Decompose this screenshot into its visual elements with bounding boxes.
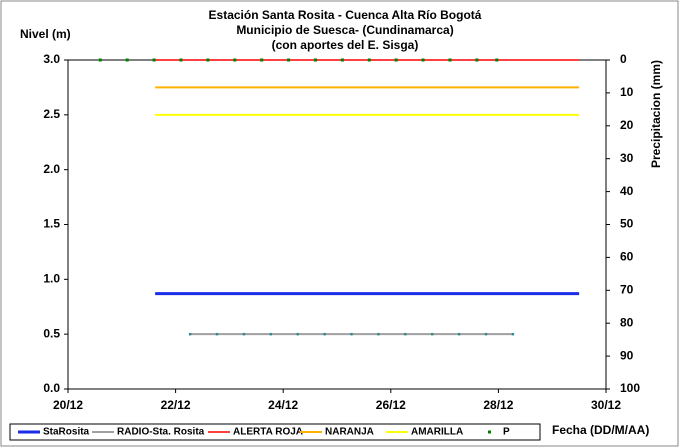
legend-label: P bbox=[503, 427, 510, 438]
data-point bbox=[340, 58, 344, 62]
x-tick-label: 20/12 bbox=[53, 398, 83, 412]
y2-axis-label: Precipitacion (mm) bbox=[649, 60, 663, 168]
legend-swatch bbox=[488, 430, 491, 434]
x-tick-label: 28/12 bbox=[483, 398, 513, 412]
y2-tick-label: 0 bbox=[620, 52, 627, 66]
data-point bbox=[260, 58, 264, 62]
data-point bbox=[484, 332, 488, 336]
y2-tick-label: 20 bbox=[620, 118, 634, 132]
chart-title: Estación Santa Rosita - Cuenca Alta Río … bbox=[209, 8, 482, 22]
data-point bbox=[394, 58, 398, 62]
data-point bbox=[323, 332, 326, 336]
data-point bbox=[377, 332, 380, 336]
y2-tick-label: 40 bbox=[620, 184, 634, 198]
y2-tick-label: 100 bbox=[620, 381, 640, 395]
data-point bbox=[367, 58, 371, 62]
data-point bbox=[457, 332, 461, 336]
y-tick-label: 0.0 bbox=[43, 381, 60, 395]
x-axis-label: Fecha (DD/M/AA) bbox=[552, 423, 649, 437]
y2-tick-label: 30 bbox=[620, 151, 634, 165]
y-tick-label: 0.5 bbox=[43, 326, 60, 340]
x-tick-label: 22/12 bbox=[161, 398, 191, 412]
data-point bbox=[313, 58, 317, 62]
legend-label: AMARILLA bbox=[411, 427, 463, 438]
data-point bbox=[431, 332, 434, 336]
data-point bbox=[206, 58, 210, 62]
x-tick-label: 26/12 bbox=[376, 398, 406, 412]
x-tick-label: 30/12 bbox=[591, 398, 621, 412]
data-point bbox=[511, 332, 515, 336]
data-point bbox=[421, 58, 425, 62]
y2-tick-label: 10 bbox=[620, 85, 634, 99]
y2-tick-label: 70 bbox=[620, 282, 634, 296]
legend-label: NARANJA bbox=[325, 427, 374, 438]
y-axis-label: Nivel (m) bbox=[20, 27, 71, 41]
chart-title: (con aportes del E. Sisga) bbox=[272, 38, 419, 52]
chart-title: Municipio de Suesca- (Cundinamarca) bbox=[236, 23, 453, 37]
data-point bbox=[296, 332, 299, 336]
data-point bbox=[287, 58, 291, 62]
data-point bbox=[125, 58, 129, 62]
y2-tick-label: 90 bbox=[620, 348, 634, 362]
legend-label: ALERTA ROJA bbox=[233, 427, 303, 438]
data-point bbox=[152, 58, 156, 62]
data-point bbox=[215, 332, 219, 336]
data-point bbox=[188, 332, 192, 336]
legend-label: StaRosita bbox=[43, 427, 90, 438]
data-point bbox=[350, 332, 353, 336]
y-tick-label: 3.0 bbox=[43, 52, 60, 66]
legend-label: RADIO-Sta. Rosita bbox=[117, 427, 205, 438]
data-point bbox=[98, 58, 102, 62]
data-point bbox=[179, 58, 183, 62]
y-tick-label: 2.5 bbox=[43, 107, 60, 121]
y2-tick-label: 50 bbox=[620, 217, 634, 231]
y-tick-label: 1.0 bbox=[43, 272, 60, 286]
data-point bbox=[495, 58, 499, 62]
data-point bbox=[404, 332, 407, 336]
x-tick-label: 24/12 bbox=[268, 398, 298, 412]
data-point bbox=[475, 58, 479, 62]
y2-tick-label: 80 bbox=[620, 315, 634, 329]
y-tick-label: 2.0 bbox=[43, 162, 60, 176]
y2-tick-label: 60 bbox=[620, 250, 634, 264]
data-point bbox=[448, 58, 452, 62]
legend-frame bbox=[9, 423, 541, 441]
y-tick-label: 1.5 bbox=[43, 217, 60, 231]
data-point bbox=[233, 58, 237, 62]
data-point bbox=[269, 332, 273, 336]
data-point bbox=[242, 332, 246, 336]
